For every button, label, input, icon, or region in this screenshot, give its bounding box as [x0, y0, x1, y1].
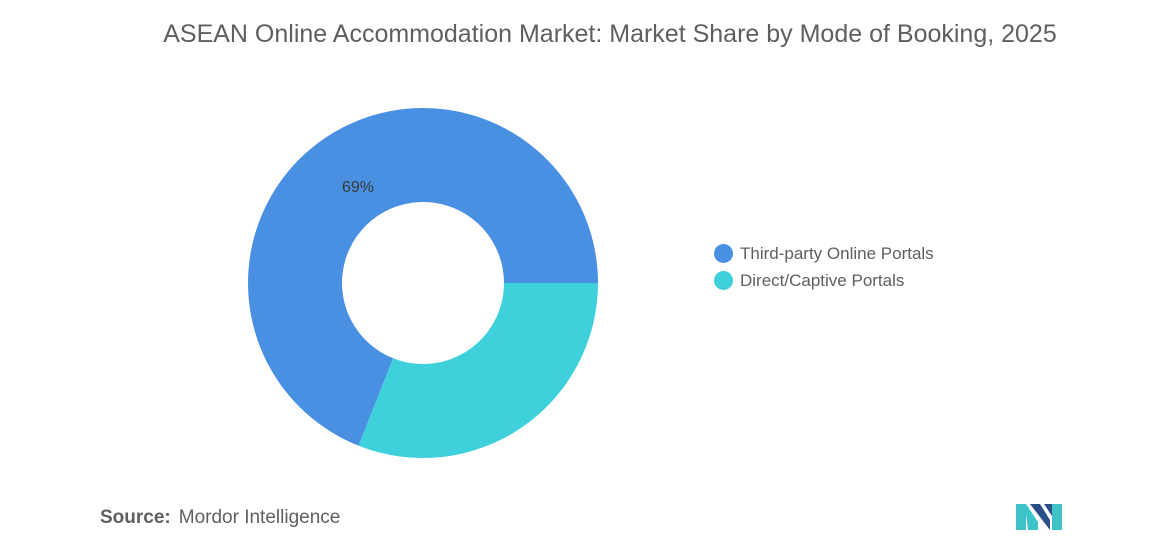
legend-item-third-party[interactable]: Third-party Online Portals: [714, 240, 934, 267]
legend-swatch-direct-captive: [714, 271, 733, 290]
slice-direct-captive[interactable]: [358, 283, 598, 458]
source-label: Source:: [100, 507, 171, 528]
data-labels: 69%: [342, 179, 374, 196]
chart-legend: Third-party Online Portals Direct/Captiv…: [714, 240, 934, 294]
legend-label-third-party: Third-party Online Portals: [740, 243, 934, 263]
legend-item-direct-captive[interactable]: Direct/Captive Portals: [714, 267, 934, 294]
donut-slices: [248, 107, 598, 458]
source-value: Mordor Intelligence: [178, 507, 341, 528]
data-label-third-party: 69%: [342, 179, 374, 196]
legend-label-direct-captive: Direct/Captive Portals: [740, 270, 905, 290]
legend-swatch-third-party: [714, 244, 733, 263]
slice-third-party[interactable]: [248, 107, 598, 446]
source-note: Source: Mordor Intelligence: [100, 507, 340, 529]
mordor-intelligence-logo-icon: [1016, 504, 1062, 530]
chart-title: ASEAN Online Accommodation Market: Marke…: [163, 20, 1057, 48]
